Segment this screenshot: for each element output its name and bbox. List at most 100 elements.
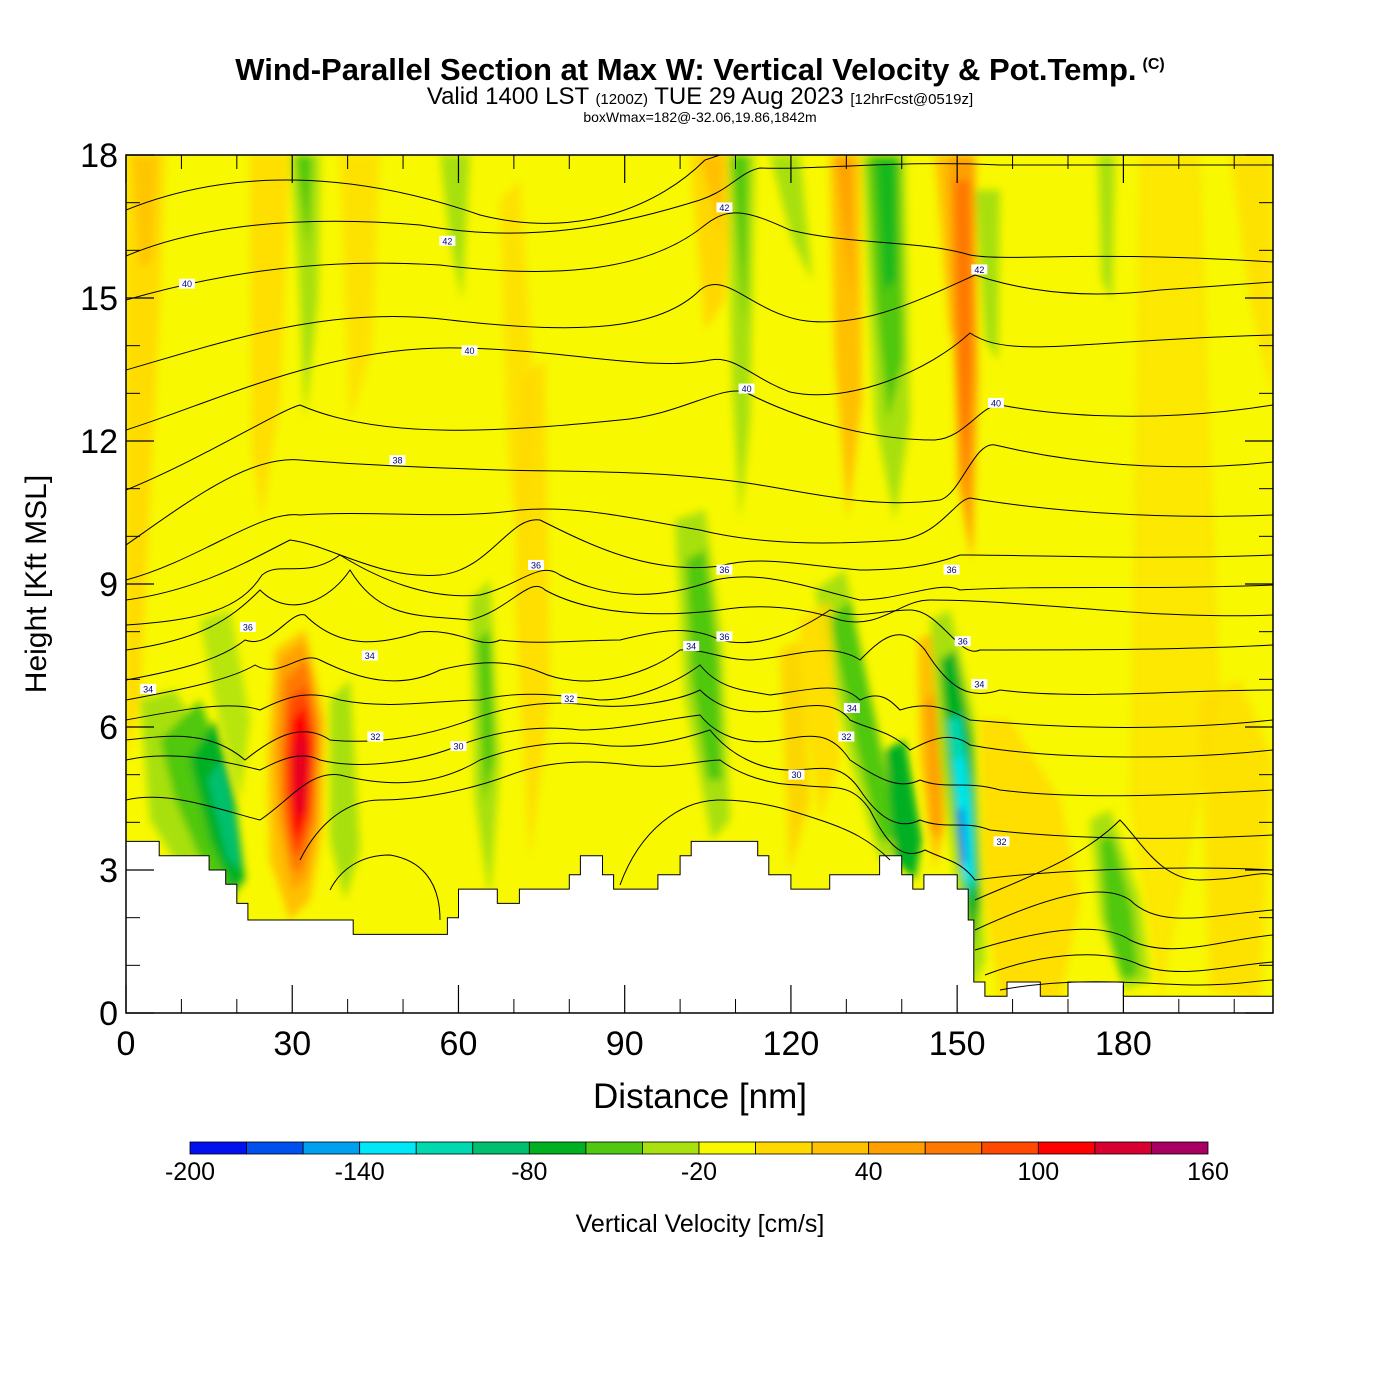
isentrope-label-box — [788, 769, 805, 780]
colorbar-swatch — [868, 1141, 926, 1155]
colorbar-tick-label: 40 — [855, 1158, 883, 1186]
isentrope-label-box — [716, 631, 733, 642]
isentrope-line — [126, 497, 1273, 581]
isentrope-line — [974, 891, 1273, 931]
isentrope-labels: 42 42 42 40 40 40 40 38 36 36 36 36 36 36 34 34 34 34 32 34… — [140, 202, 1010, 847]
isentrope-line — [329, 854, 441, 921]
isentrope-label-box — [971, 679, 988, 690]
valid-time-lst: Valid 1400 LST — [426, 83, 589, 110]
isentrope-line — [999, 979, 1273, 991]
colorbar-tick-label: 100 — [1017, 1158, 1059, 1186]
isentrope-line — [126, 714, 1273, 797]
isentrope-line — [126, 664, 1273, 728]
isentrope-label-box — [954, 636, 971, 647]
isentrope-label-box — [389, 455, 406, 466]
isentrope-label: 32 — [370, 732, 380, 742]
isentrope-label: 34 — [847, 703, 857, 713]
isentrope-line — [126, 212, 1273, 301]
forecast-info: [12hrFcst@0519z] — [850, 91, 974, 108]
y-tick-label: 15 — [80, 280, 118, 318]
isentrope-line — [126, 519, 1273, 601]
colorbar-swatch — [811, 1141, 870, 1155]
isentrope-label-box — [367, 731, 384, 742]
isentrope-label-box — [461, 345, 478, 356]
isentrope-label: 40 — [742, 384, 752, 394]
isentrope-label-box — [738, 383, 755, 394]
isentrope-label-box — [843, 702, 860, 713]
isentrope-label-box — [528, 559, 545, 570]
colorbar-tick-label: -140 — [335, 1158, 385, 1186]
x-tick-label: 0 — [117, 1025, 136, 1063]
isentrope-label: 34 — [143, 684, 153, 694]
isentrope-label-box — [683, 640, 700, 651]
x-tick-label: 60 — [440, 1025, 478, 1063]
colorbar-swatch — [528, 1141, 587, 1155]
valid-date: TUE 29 Aug 2023 — [654, 83, 844, 110]
isentrope-line — [126, 634, 1273, 701]
colorbar-tick-label: -20 — [681, 1158, 717, 1186]
colorbar-swatch — [698, 1141, 756, 1155]
isentrope-label: 34 — [974, 680, 984, 690]
isentrope-line — [126, 274, 1273, 371]
isentrope-label-box — [993, 836, 1010, 847]
colorbar-swatch — [415, 1141, 474, 1155]
isentrope-label: 32 — [564, 694, 574, 704]
colorbar-swatch — [924, 1141, 983, 1155]
colorbar-swatch — [359, 1141, 417, 1155]
terrain-outline — [126, 840, 1273, 997]
isentrope-label-box — [140, 683, 157, 694]
isentrope-label: 40 — [182, 279, 192, 289]
isentrope-label: 40 — [465, 346, 475, 356]
isentrope-line — [619, 799, 891, 886]
isentrope-label-box — [838, 731, 855, 742]
isentrope-line — [974, 928, 1273, 951]
isentrope-line — [974, 819, 1273, 901]
y-tick-label: 6 — [99, 709, 118, 747]
x-tick-label: 90 — [606, 1025, 644, 1063]
isentrope-label-box — [450, 741, 467, 752]
isentrope-label: 30 — [791, 770, 801, 780]
y-axis-title: Height [Kft MSL] — [20, 475, 53, 693]
isentrope-line — [126, 729, 1273, 839]
isentrope-label-box — [361, 650, 378, 661]
box-wmax-line: boxWmax=182@-32.06,19.86,1842m — [583, 109, 817, 125]
isentrope-label: 30 — [453, 742, 463, 752]
isentrope-label: 42 — [719, 203, 729, 213]
colorbar-tick-label: -200 — [165, 1158, 215, 1186]
colorbar-title: Vertical Velocity [cm/s] — [576, 1210, 825, 1238]
x-tick-label: 30 — [273, 1025, 311, 1063]
isentrope-label-box — [178, 278, 195, 289]
isentrope-label: 36 — [719, 565, 729, 575]
colorbar-tick-label: 160 — [1187, 1158, 1229, 1186]
colorbar-swatch — [1151, 1141, 1209, 1155]
isentrope-label: 34 — [365, 651, 375, 661]
isentrope-label-box — [987, 397, 1004, 408]
isentrope-label: 36 — [243, 622, 253, 632]
y-tick-label: 18 — [80, 137, 118, 175]
colorbar-swatch — [302, 1141, 361, 1155]
isentrope-label-box — [943, 564, 960, 575]
isentrope-label-box — [439, 235, 456, 246]
x-tick-label: 180 — [1095, 1025, 1152, 1063]
isentrope-label: 32 — [841, 732, 851, 742]
y-tick-label: 3 — [99, 852, 118, 890]
y-tick-label: 9 — [99, 566, 118, 604]
isentrope-label: 36 — [958, 637, 968, 647]
colorbar-tick-label: -80 — [511, 1158, 547, 1186]
isentrope-label: 36 — [531, 560, 541, 570]
isentrope-label-box — [561, 693, 578, 704]
isentrope-label: 34 — [686, 641, 696, 651]
isentrope-line — [984, 954, 1273, 976]
isentrope-line — [126, 332, 1273, 431]
isentrope-label: 36 — [719, 632, 729, 642]
colorbar-swatch — [1094, 1141, 1152, 1155]
colorbar-swatch — [642, 1141, 700, 1155]
colorbar-swatch — [1037, 1141, 1096, 1155]
isentrope-label-box — [716, 202, 733, 213]
isentrope-label-box — [239, 621, 256, 632]
isentrope-label: 36 — [947, 565, 957, 575]
colorbar-swatch — [981, 1141, 1039, 1155]
isentrope-line — [126, 569, 1273, 651]
